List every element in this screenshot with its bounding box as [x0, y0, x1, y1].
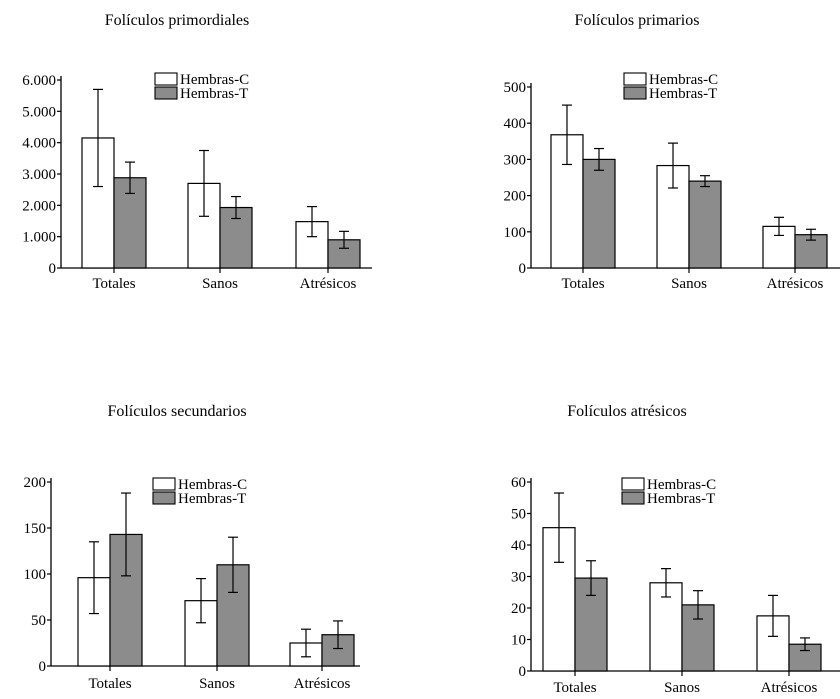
legend-swatch	[152, 477, 176, 491]
chart-panel-0: Folículos primordiales 0 1.000 2.000 3.000 4.…	[22, 12, 372, 292]
chart-title: Folículos primarios	[575, 12, 700, 29]
chart-panel-2: Folículos secundarios 0 50 100 150 200 Totales…	[24, 403, 360, 692]
chart-title: Folículos primordiales	[105, 12, 249, 29]
bar-hembras-t	[582, 158, 616, 269]
legend-swatch	[154, 72, 178, 86]
y-tick-label: 20	[511, 601, 526, 617]
legend-label: Hembras-T	[180, 86, 248, 102]
y-tick-label: 50	[511, 507, 526, 523]
y-tick-label: 40	[511, 538, 526, 554]
y-tick-label: 300	[504, 152, 527, 168]
legend-label: Hembras-T	[649, 86, 717, 102]
chart-title: Folículos secundarios	[107, 403, 246, 420]
y-tick-label: 6.000	[22, 73, 56, 89]
bar-hembras-t	[688, 180, 722, 269]
y-tick-label: 1.000	[22, 230, 56, 246]
y-tick-label: 100	[504, 225, 527, 241]
legend-swatch	[621, 491, 645, 505]
legend-swatch	[621, 477, 645, 491]
y-tick-label: 500	[504, 80, 527, 96]
y-tick-label: 3.000	[22, 167, 56, 183]
y-tick-label: 60	[511, 475, 526, 491]
y-tick-label: 5.000	[22, 104, 56, 120]
x-category-label: Totales	[92, 276, 135, 292]
x-category-label: Totales	[88, 676, 131, 692]
bar-hembras-c	[295, 221, 329, 269]
bar-hembras-c	[187, 182, 221, 269]
y-tick-label: 50	[31, 613, 46, 629]
chart-panel-3: Folículos atrésicos 0 10 20 30 40 50 60 Totales S…	[511, 403, 840, 696]
legend-swatch	[623, 86, 647, 100]
legend-label: Hembras-C	[180, 72, 249, 88]
chart-title: Folículos atrésicos	[567, 403, 687, 420]
x-category-label: Atrésicos	[761, 680, 818, 696]
y-tick-label: 0	[49, 261, 57, 277]
y-tick-label: 0	[519, 664, 527, 680]
y-tick-label: 10	[511, 633, 526, 649]
x-category-label: Sanos	[671, 276, 707, 292]
legend-swatch	[152, 491, 176, 505]
x-category-label: Atrésicos	[767, 276, 824, 292]
chart-panel-1: Folículos primarios 0 100 200 300 400 500 Total…	[504, 12, 840, 292]
x-category-label: Totales	[561, 276, 604, 292]
x-category-label: Sanos	[199, 676, 235, 692]
legend-label: Hembras-T	[647, 491, 715, 507]
legend-swatch	[154, 86, 178, 100]
legend-label: Hembras-T	[178, 491, 246, 507]
x-category-label: Sanos	[664, 680, 700, 696]
y-tick-label: 200	[504, 189, 527, 205]
legend-label: Hembras-C	[178, 477, 247, 493]
y-tick-label: 0	[39, 659, 47, 675]
y-tick-label: 4.000	[22, 136, 56, 152]
legend-label: Hembras-C	[647, 477, 716, 493]
y-tick-label: 400	[504, 116, 527, 132]
y-tick-label: 2.000	[22, 198, 56, 214]
legend-swatch	[623, 72, 647, 86]
y-tick-label: 150	[24, 521, 47, 537]
x-category-label: Atrésicos	[300, 276, 357, 292]
x-category-label: Atrésicos	[294, 676, 351, 692]
y-tick-label: 0	[519, 261, 527, 277]
y-tick-label: 100	[24, 567, 47, 583]
x-category-label: Totales	[553, 680, 596, 696]
y-tick-label: 200	[24, 475, 47, 491]
y-tick-label: 30	[511, 570, 526, 586]
legend-label: Hembras-C	[649, 72, 718, 88]
x-category-label: Sanos	[202, 276, 238, 292]
